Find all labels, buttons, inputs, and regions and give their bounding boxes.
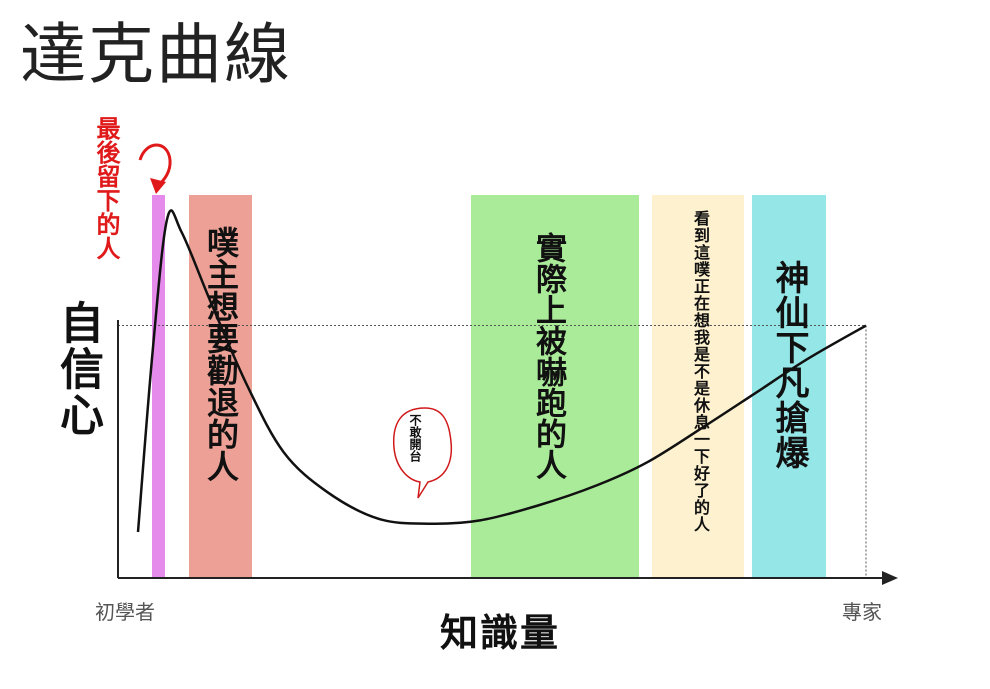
x-axis-label: 知識量 bbox=[440, 611, 561, 655]
zone-label-scared-away: 實際上被嚇跑的人 bbox=[530, 232, 566, 480]
arrowhead-icon bbox=[150, 178, 166, 194]
speech-bubble bbox=[392, 407, 453, 499]
curved-arrow-icon bbox=[138, 143, 172, 188]
peak-band bbox=[152, 195, 165, 578]
speech-bubble-text: 不敢開台 bbox=[408, 414, 422, 462]
x-axis-arrowhead bbox=[882, 571, 898, 585]
dunning-kruger-curve bbox=[136, 209, 867, 533]
chart-title: 達克曲線 bbox=[20, 16, 292, 93]
zone-band-advised-away bbox=[189, 195, 252, 578]
zone-band-scared-away bbox=[471, 195, 639, 578]
zone-band-considering-rest bbox=[652, 195, 744, 578]
x-tick-start: 初學者 bbox=[95, 600, 155, 624]
x-tick-end: 專家 bbox=[842, 600, 882, 624]
zone-label-advised-away: 噗主想要勸退的人 bbox=[202, 226, 240, 482]
zone-label-considering-rest: 看到這噗正在想我是不是休息一下好了的人 bbox=[691, 210, 710, 533]
peak-annotation: 最後留下的人 bbox=[92, 116, 120, 260]
y-axis-label: 自信心 bbox=[52, 300, 103, 438]
zone-label-experts: 神仙下凡搶爆 bbox=[769, 260, 809, 470]
